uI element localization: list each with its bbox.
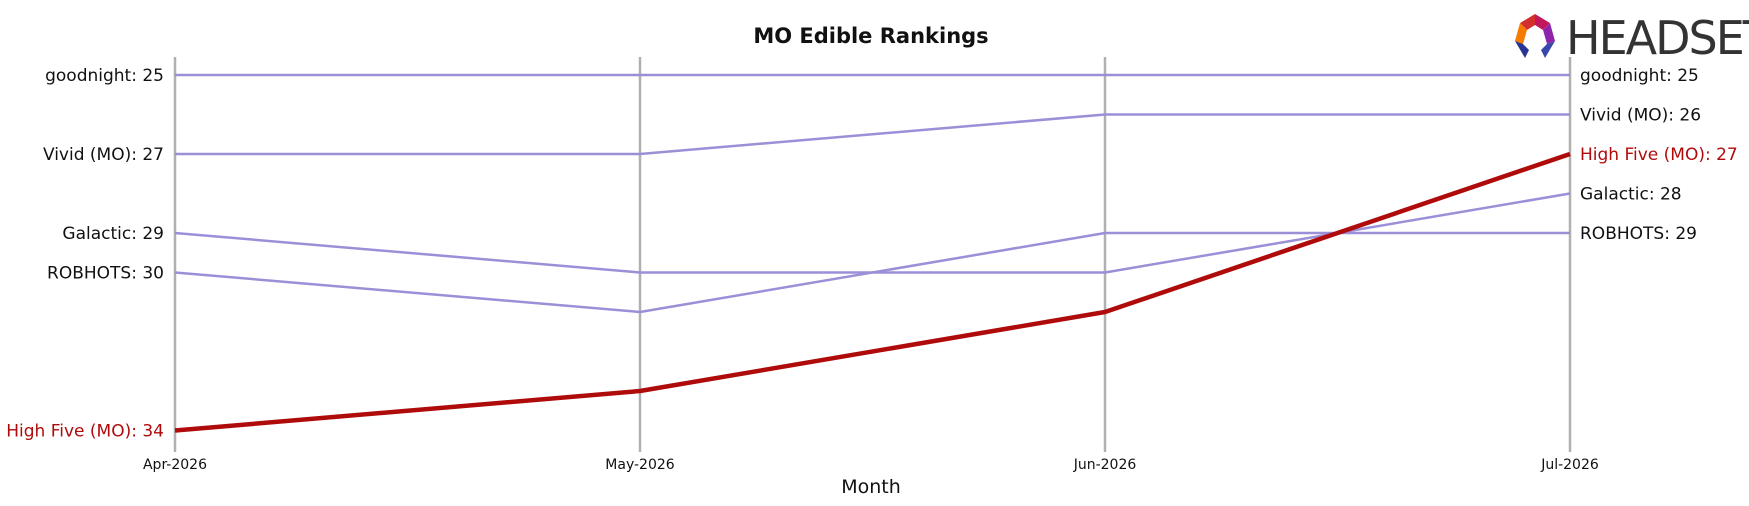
series-line-vivid-mo <box>175 113 1570 156</box>
right-label-robhots: ROBHOTS: 29 <box>1580 224 1697 244</box>
right-label-high-five-mo: High Five (MO): 27 <box>1580 145 1738 165</box>
month-gridlines <box>173 57 1572 452</box>
logo-text: HEADSET <box>1566 11 1749 65</box>
left-label-robhots: ROBHOTS: 30 <box>47 264 164 284</box>
left-label-vivid-mo: Vivid (MO): 27 <box>43 145 164 165</box>
x-tick-label: May-2026 <box>605 457 674 473</box>
x-tick-label: Apr-2026 <box>143 457 207 473</box>
series-line-robhots <box>174 231 1570 314</box>
series-lines <box>174 73 1571 433</box>
series-line-high-five-mo <box>174 151 1571 433</box>
x-axis-ticks: Apr-2026 May-2026 Jun-2026 Jul-2026 <box>143 457 1599 473</box>
x-axis-label: Month <box>841 476 901 498</box>
right-label-vivid-mo: Vivid (MO): 26 <box>1580 106 1701 126</box>
end-labels: goodnight: 25 goodnight: 25 Vivid (MO): 27… <box>6 66 1738 442</box>
left-label-goodnight: goodnight: 25 <box>45 66 164 86</box>
left-label-galactic: Galactic: 29 <box>62 224 164 244</box>
right-label-galactic: Galactic: 28 <box>1580 185 1682 205</box>
headset-logo: HEADSET <box>1515 11 1749 65</box>
logo-mark-icon <box>1515 14 1555 58</box>
chart-title: MO Edible Rankings <box>753 24 988 48</box>
right-label-goodnight: goodnight: 25 <box>1580 66 1699 86</box>
x-tick-label: Jun-2026 <box>1073 457 1137 473</box>
left-label-high-five-mo: High Five (MO): 34 <box>6 422 164 442</box>
x-tick-label: Jul-2026 <box>1540 457 1599 473</box>
